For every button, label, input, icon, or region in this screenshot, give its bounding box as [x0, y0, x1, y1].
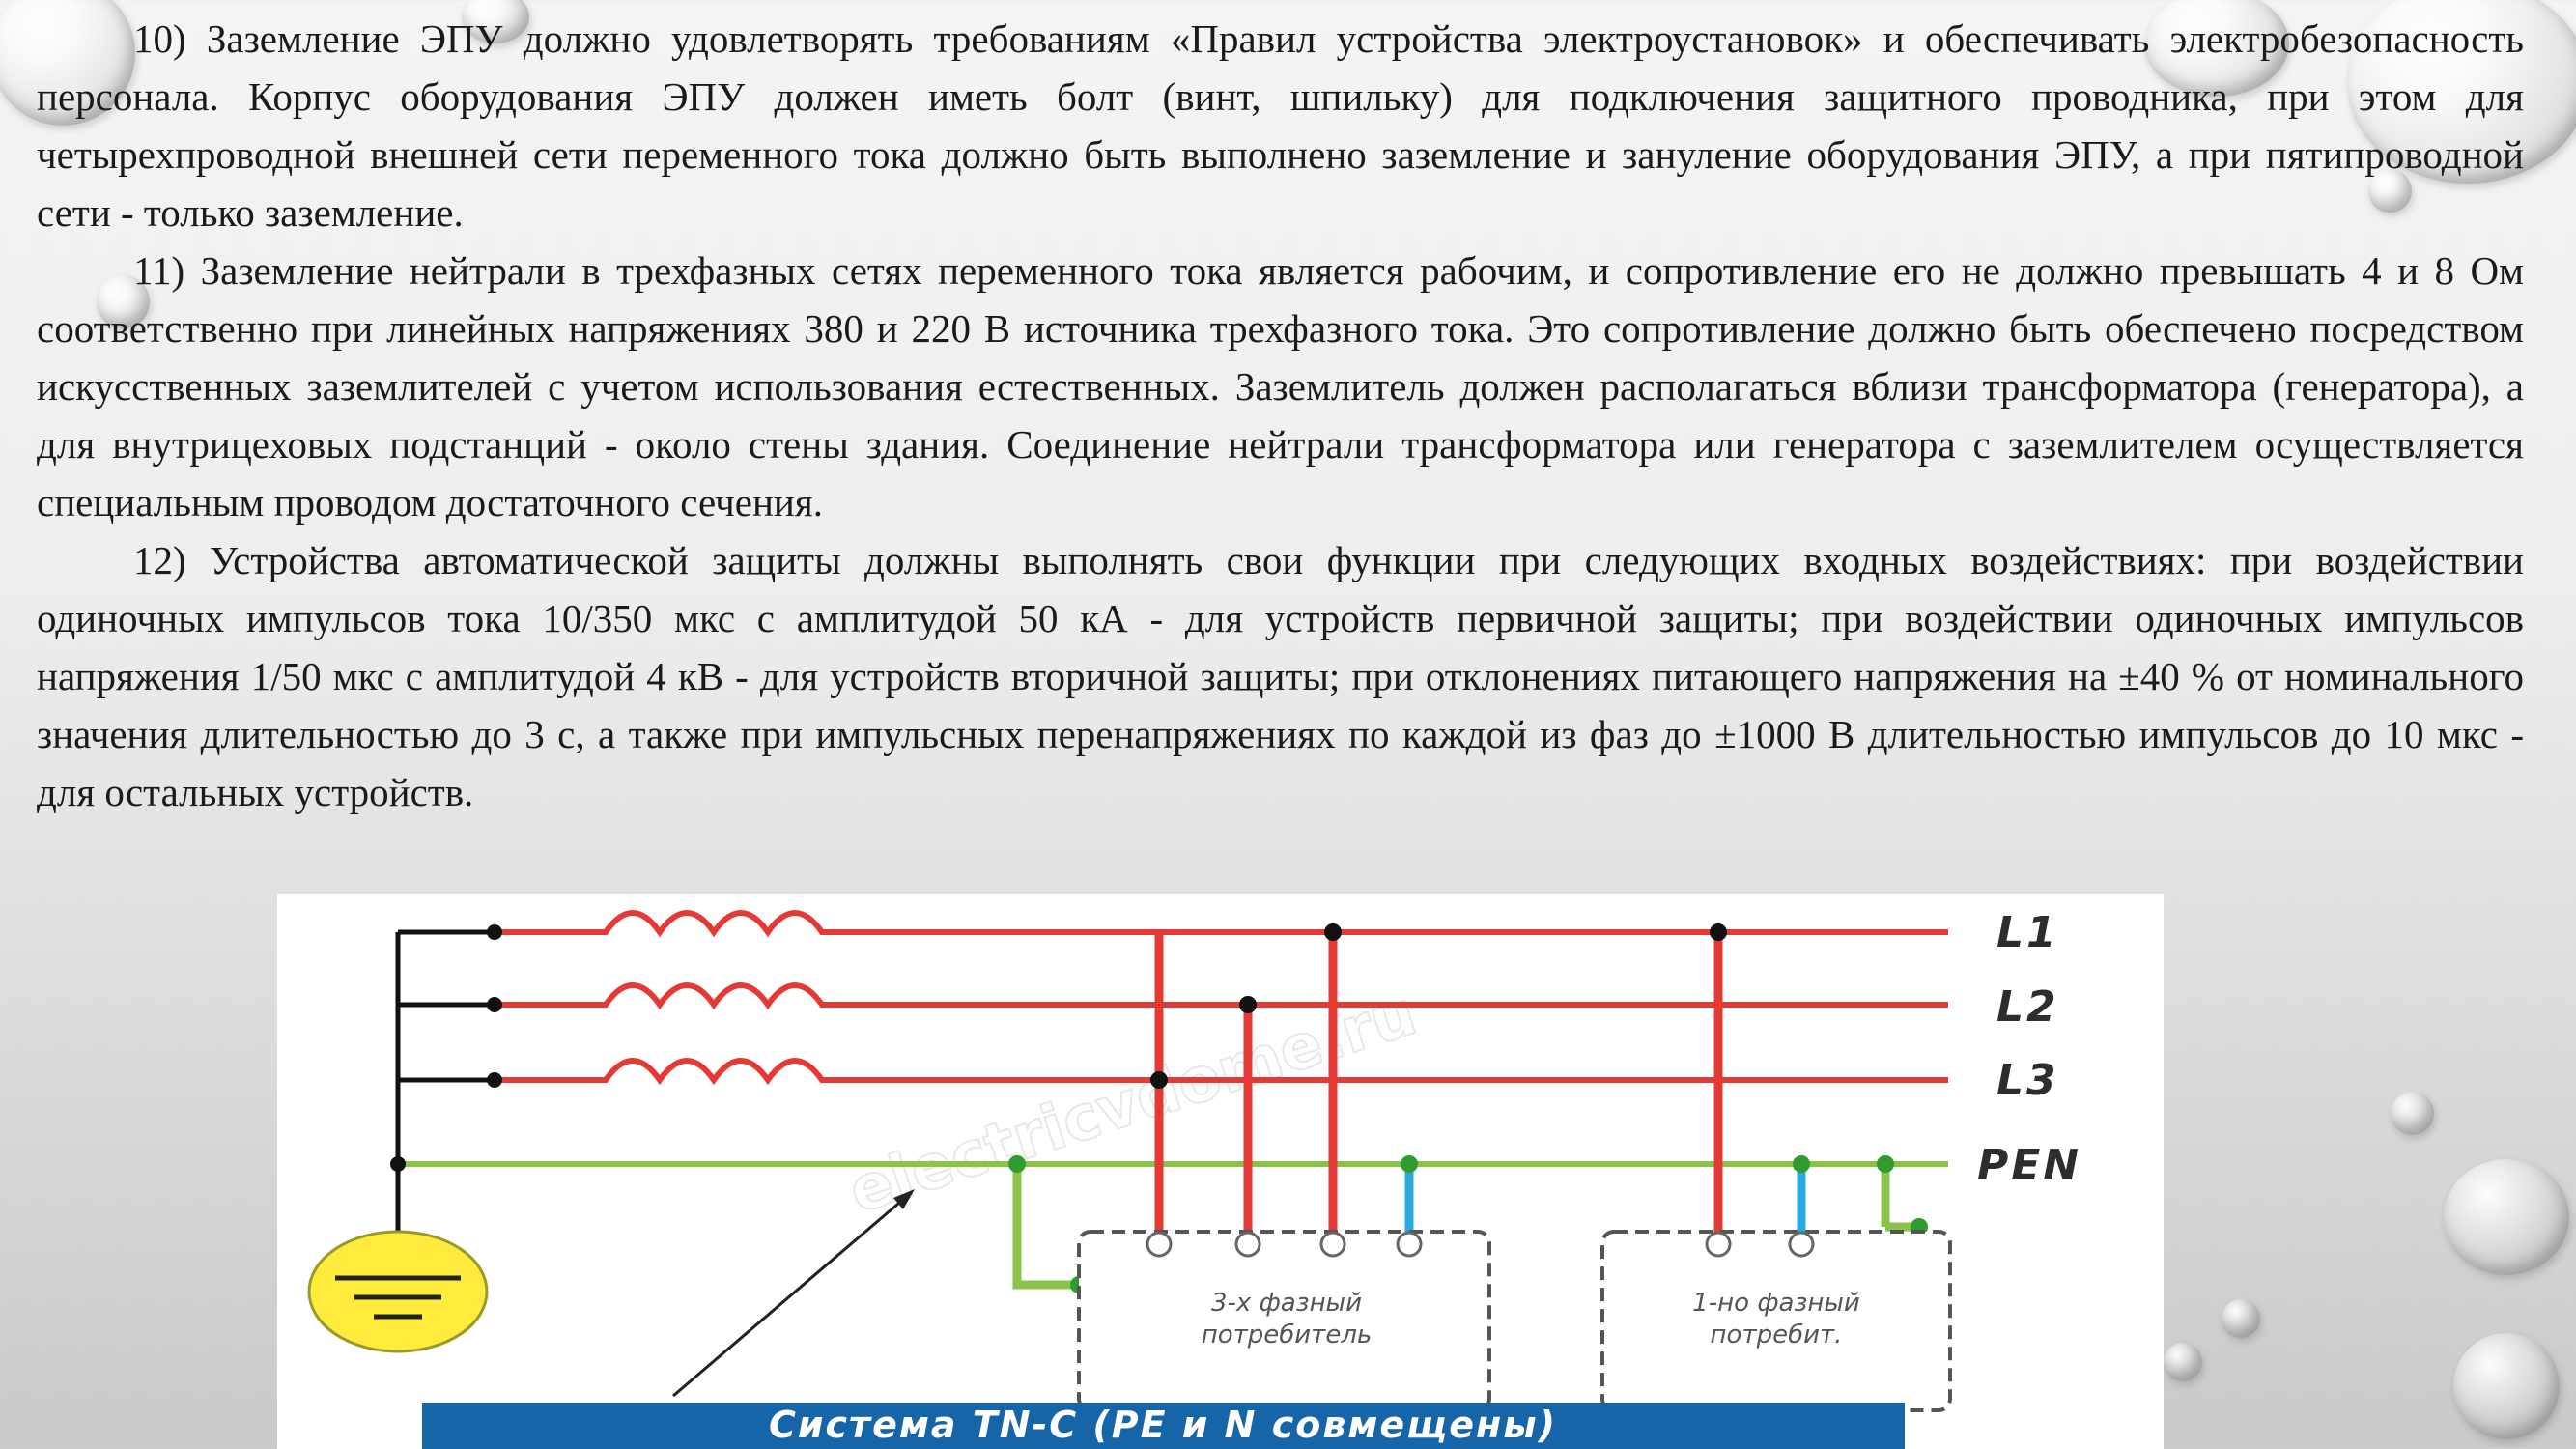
paragraph-12: 12) Устройства автоматической защиты дол…	[37, 538, 2524, 814]
three-phase-consumer-label-1: 3-х фазный	[1211, 1289, 1362, 1318]
water-drop-decoration	[2164, 1343, 2202, 1381]
ground-symbol	[307, 1230, 489, 1353]
junction-dot	[1401, 1155, 1418, 1173]
tn-c-diagram-svg: electricvdome.ru	[307, 908, 2081, 1449]
junction-dot	[1324, 923, 1342, 941]
junction-dot	[487, 924, 502, 940]
phase-l3-wire	[495, 1058, 1948, 1086]
water-drop-decoration	[2144, 0, 2289, 97]
paragraph-10: 10) Заземление ЭПУ должно удовлетворять …	[37, 16, 2524, 235]
terminal-row-three-phase	[1146, 1231, 1423, 1258]
water-drop-decoration	[2368, 169, 2412, 213]
label-pen: PEN	[1977, 1141, 2081, 1190]
tap-pe-three-phase	[1012, 1164, 1079, 1290]
junction-dot	[1877, 1155, 1894, 1173]
text-content: 10) Заземление ЭПУ должно удовлетворять …	[37, 10, 2524, 821]
water-drop-decoration	[2222, 1299, 2260, 1338]
pointer-arrowhead	[893, 1189, 915, 1209]
tn-c-diagram: electricvdome.ru	[277, 894, 2164, 1449]
single-phase-consumer-box	[1600, 1230, 1952, 1412]
paragraph-11: 11) Заземление нейтрали в трехфазных сет…	[37, 248, 2524, 525]
single-phase-consumer-label-1: 1-но фазный	[1692, 1289, 1860, 1318]
junction-dot	[1150, 1071, 1168, 1089]
junction-dot	[390, 1156, 406, 1172]
junction-dot	[1793, 1155, 1810, 1173]
three-phase-consumer-label-2: потребитель	[1202, 1321, 1373, 1350]
diagram-title-bar	[422, 1403, 1905, 1449]
phase-l1-wire	[495, 910, 1948, 938]
water-drop-decoration	[462, 0, 529, 43]
label-l1: L1	[1996, 908, 2059, 957]
water-drop-decoration	[2453, 1333, 2560, 1439]
water-drop-decoration	[2391, 1092, 2434, 1135]
label-l2: L2	[1996, 982, 2059, 1032]
label-l3: L3	[1996, 1056, 2059, 1105]
single-phase-consumer-label-2: потребит.	[1711, 1321, 1843, 1350]
water-drop-decoration	[97, 275, 150, 328]
water-drop-decoration	[0, 0, 135, 126]
junction-dot	[487, 997, 502, 1012]
pointer-arrow	[672, 1196, 906, 1398]
junction-dot	[1239, 996, 1257, 1013]
phase-l2-wire	[495, 982, 1948, 1010]
water-drop-decoration	[2444, 1159, 2569, 1275]
junction-dot	[1008, 1155, 1026, 1173]
water-drop-decoration	[2347, 0, 2576, 184]
junction-dot	[1710, 923, 1727, 941]
junction-dot	[487, 1072, 502, 1088]
terminal-row-single-phase	[1705, 1231, 1815, 1258]
diagram-title: Система TN-C (PE и N совмещены)	[769, 1404, 1557, 1446]
